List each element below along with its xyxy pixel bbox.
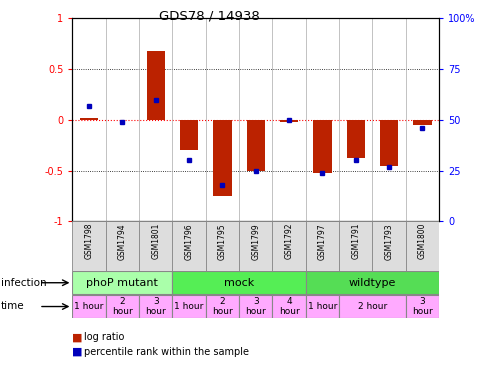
Bar [106,295,139,318]
Bar [306,221,339,271]
Bar [313,120,332,173]
Text: 2
hour: 2 hour [212,297,233,316]
Bar [80,118,98,120]
Text: phoP mutant: phoP mutant [86,278,158,288]
Text: 1 hour: 1 hour [174,302,204,311]
Bar [372,221,406,271]
Text: 3
hour: 3 hour [246,297,266,316]
Text: time: time [1,301,24,311]
Bar [280,120,298,122]
Text: GSM1793: GSM1793 [385,223,394,259]
Text: GSM1791: GSM1791 [351,223,360,259]
Bar [206,295,239,318]
Bar [380,120,398,165]
Text: GSM1799: GSM1799 [251,223,260,259]
Text: 4
hour: 4 hour [279,297,299,316]
Text: GSM1792: GSM1792 [284,223,293,259]
Bar [306,295,339,318]
Bar [339,221,372,271]
Text: GSM1796: GSM1796 [185,223,194,259]
Text: GSM1800: GSM1800 [418,223,427,259]
Bar [172,295,206,318]
Text: GSM1797: GSM1797 [318,223,327,259]
Text: GSM1801: GSM1801 [151,223,160,259]
Text: wildtype: wildtype [349,278,396,288]
Bar [106,221,139,271]
Bar [213,120,232,196]
Bar [239,295,272,318]
Text: 1 hour: 1 hour [308,302,337,311]
Text: 1 hour: 1 hour [74,302,104,311]
Text: GSM1795: GSM1795 [218,223,227,259]
Bar [139,295,172,318]
Bar [406,221,439,271]
Bar [406,295,439,318]
Bar [247,120,265,171]
Text: GSM1798: GSM1798 [84,223,93,259]
Text: GDS78 / 14938: GDS78 / 14938 [159,9,260,22]
Bar [72,295,106,318]
Text: mock: mock [224,278,254,288]
Text: 2
hour: 2 hour [112,297,133,316]
Text: 2 hour: 2 hour [358,302,387,311]
Bar [413,120,432,125]
Text: percentile rank within the sample: percentile rank within the sample [84,347,249,357]
Bar [139,221,172,271]
Bar [172,221,206,271]
Bar [339,295,406,318]
Bar [272,295,306,318]
Bar [172,271,306,294]
Text: infection: infection [1,277,46,288]
Text: log ratio: log ratio [84,332,124,343]
Bar [147,51,165,120]
Bar [206,221,239,271]
Text: ■: ■ [72,332,83,343]
Bar [347,120,365,158]
Bar [72,221,106,271]
Bar [306,271,439,294]
Text: 3
hour: 3 hour [145,297,166,316]
Text: 3
hour: 3 hour [412,297,433,316]
Text: ■: ■ [72,347,83,357]
Bar [72,271,172,294]
Text: GSM1794: GSM1794 [118,223,127,259]
Bar [239,221,272,271]
Bar [272,221,306,271]
Bar [180,120,198,150]
